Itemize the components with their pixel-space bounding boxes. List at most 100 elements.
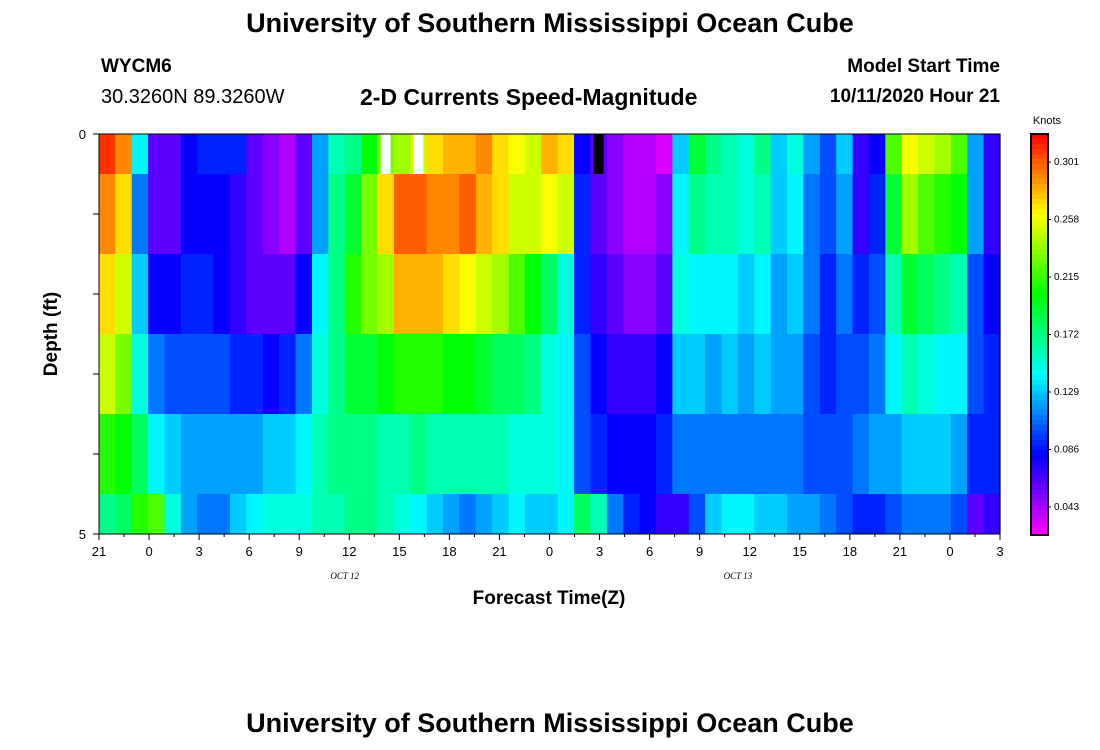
- heatmap-cell: [148, 134, 166, 174]
- heatmap-cell: [623, 134, 641, 174]
- heatmap-cell: [623, 334, 641, 414]
- heatmap-cell: [606, 494, 624, 534]
- colorbar-segment: [1031, 479, 1048, 486]
- heatmap-cell: [115, 414, 133, 494]
- heatmap-cell: [279, 414, 297, 494]
- heatmap-cell: [197, 494, 215, 534]
- colorbar-segment: [1031, 374, 1048, 381]
- heatmap-cell: [524, 174, 542, 254]
- colorbar-segment: [1031, 149, 1048, 155]
- x-tick-label: 15: [392, 544, 406, 559]
- heatmap-cell: [836, 414, 854, 494]
- heatmap-cell: [754, 254, 772, 334]
- colorbar-segment: [1031, 139, 1048, 145]
- colorbar-tick-label: 0.215: [1054, 272, 1079, 283]
- heatmap-cell: [606, 254, 624, 334]
- heatmap-cell: [950, 174, 968, 254]
- heatmap-cell: [115, 174, 133, 254]
- heatmap-cell: [655, 414, 673, 494]
- colorbar-segment: [1031, 134, 1048, 140]
- colorbar-segment: [1031, 514, 1048, 521]
- heatmap-cell: [639, 494, 657, 534]
- heatmap-cell: [967, 254, 985, 334]
- heatmap-cell: [918, 134, 936, 174]
- colorbar-segment: [1031, 224, 1048, 230]
- x-tick-label: 6: [646, 544, 653, 559]
- heatmap-cell: [868, 134, 886, 174]
- heatmap-cell: [180, 134, 198, 174]
- heatmap-cell: [295, 254, 313, 334]
- heatmap-cell: [443, 134, 460, 174]
- heatmap-cell: [655, 134, 673, 174]
- colorbar-tick-label: 0.258: [1054, 215, 1079, 226]
- heatmap-cell: [885, 414, 903, 494]
- x-tick-label: 21: [893, 544, 907, 559]
- heatmap-cell: [655, 174, 673, 254]
- heatmap-cell: [344, 414, 362, 494]
- heatmap-cell: [754, 334, 772, 414]
- colorbar-segment: [1031, 409, 1048, 416]
- colorbar-segment: [1031, 354, 1048, 361]
- heatmap-cell: [426, 134, 444, 174]
- heatmap-cell: [721, 494, 739, 534]
- heatmap-cell: [590, 254, 608, 334]
- heatmap-cell: [819, 334, 837, 414]
- heatmap-cell: [770, 494, 788, 534]
- heatmap-cell: [148, 334, 166, 414]
- heatmap-cell: [770, 134, 788, 174]
- heatmap-cell: [983, 414, 1001, 494]
- missing-data-cell: [593, 134, 604, 174]
- heatmap-cell: [918, 494, 936, 534]
- heatmap-cell: [475, 174, 493, 254]
- heatmap-cell: [901, 254, 919, 334]
- heatmap-cell: [295, 414, 313, 494]
- x-tick-label: 9: [696, 544, 703, 559]
- heatmap-cell: [344, 494, 362, 534]
- heatmap-cell: [950, 334, 968, 414]
- heatmap-cell: [770, 414, 788, 494]
- colorbar-segment: [1031, 389, 1048, 396]
- colorbar-segment: [1031, 459, 1048, 466]
- heatmap-cell: [672, 254, 690, 334]
- heatmap-cell: [688, 334, 706, 414]
- heatmap-cell: [393, 334, 411, 414]
- x-tick-label: 18: [442, 544, 456, 559]
- heatmap-cell: [737, 494, 755, 534]
- heatmap-cell: [885, 134, 903, 174]
- heatmap-cell: [475, 134, 493, 174]
- heatmap-cell: [737, 134, 755, 174]
- heatmap-cell: [688, 494, 706, 534]
- heatmap-cell: [230, 494, 248, 534]
- colorbar-segment: [1031, 314, 1048, 321]
- heatmap-cell: [99, 174, 116, 254]
- heatmap-cell: [754, 494, 772, 534]
- heatmap-cell: [574, 334, 592, 414]
- heatmap-cell: [721, 254, 739, 334]
- x-tick-label: 3: [596, 544, 603, 559]
- heatmap-cell: [262, 174, 280, 254]
- heatmap-cell: [787, 414, 805, 494]
- heatmap-cell: [590, 414, 608, 494]
- heatmap-cell: [885, 334, 903, 414]
- heatmap-cell: [705, 494, 723, 534]
- colorbar-segment: [1031, 254, 1048, 260]
- heatmap-cell: [393, 134, 411, 174]
- heatmap-cell: [262, 334, 280, 414]
- heatmap-cell: [492, 494, 510, 534]
- heatmap-cell: [279, 494, 297, 534]
- colorbar-segment: [1031, 294, 1048, 301]
- colorbar-segment: [1031, 209, 1048, 215]
- heatmap-cell: [590, 334, 608, 414]
- heatmap-cell: [541, 334, 559, 414]
- heatmap-cell: [443, 414, 460, 494]
- heatmap-cell: [361, 334, 379, 414]
- heatmap-cell: [164, 254, 182, 334]
- heatmap-cell: [819, 134, 837, 174]
- heatmap-cell: [557, 134, 575, 174]
- heatmap-cell: [901, 134, 919, 174]
- heatmap-cell: [541, 494, 559, 534]
- colorbar-segment: [1031, 509, 1048, 516]
- x-tick-label: 0: [546, 544, 553, 559]
- heatmap-cell: [868, 414, 886, 494]
- heatmap-cell: [328, 174, 346, 254]
